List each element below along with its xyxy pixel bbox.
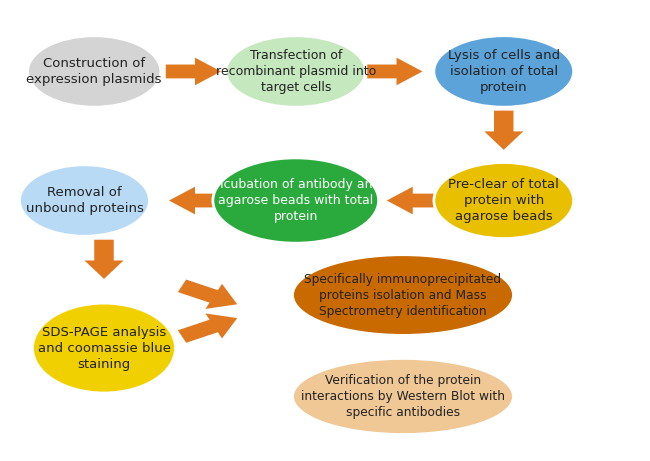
Ellipse shape — [434, 36, 573, 107]
FancyArrow shape — [166, 58, 221, 85]
Text: Verification of the protein
interactions by Western Blot with
specific antibodie: Verification of the protein interactions… — [301, 374, 505, 419]
Text: Pre-clear of total
protein with
agarose beads: Pre-clear of total protein with agarose … — [448, 178, 559, 223]
Text: Incubation of antibody and
agarose beads with total
protein: Incubation of antibody and agarose beads… — [211, 178, 380, 223]
Text: Lysis of cells and
isolation of total
protein: Lysis of cells and isolation of total pr… — [448, 49, 560, 94]
Ellipse shape — [27, 36, 161, 107]
FancyArrow shape — [169, 187, 224, 214]
FancyArrow shape — [387, 187, 442, 214]
Ellipse shape — [226, 36, 365, 107]
FancyArrow shape — [84, 240, 124, 279]
FancyArrow shape — [367, 58, 422, 85]
Text: Removal of
unbound proteins: Removal of unbound proteins — [25, 186, 144, 215]
Ellipse shape — [292, 359, 514, 434]
Text: SDS-PAGE analysis
and coomassie blue
staining: SDS-PAGE analysis and coomassie blue sta… — [38, 325, 170, 371]
Text: Transfection of
recombinant plasmid into
target cells: Transfection of recombinant plasmid into… — [216, 49, 376, 94]
Ellipse shape — [20, 165, 150, 236]
Text: Specifically immunoprecipitated
proteins isolation and Mass
Spectrometry identif: Specifically immunoprecipitated proteins… — [304, 272, 502, 318]
Ellipse shape — [32, 303, 176, 393]
Ellipse shape — [213, 158, 378, 243]
FancyArrow shape — [178, 313, 237, 343]
Ellipse shape — [292, 254, 514, 336]
Text: Construction of
expression plasmids: Construction of expression plasmids — [27, 57, 162, 86]
Ellipse shape — [434, 163, 573, 239]
FancyArrow shape — [484, 111, 523, 150]
FancyArrow shape — [178, 279, 237, 309]
